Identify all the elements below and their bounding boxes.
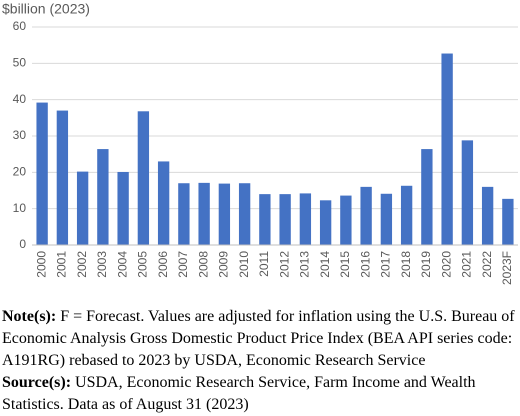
x-tick-label: 2022 [480, 251, 494, 278]
y-tick-label: 50 [13, 56, 27, 70]
x-tick-label: 2017 [379, 251, 393, 278]
bar [117, 171, 129, 245]
x-tick-label: 2006 [156, 251, 170, 278]
bar [137, 111, 150, 245]
x-tick-label: 2013 [298, 251, 312, 278]
x-tick-label: 2012 [277, 251, 291, 278]
y-tick-label: 10 [13, 201, 27, 215]
bar [259, 194, 271, 245]
bar [56, 110, 69, 245]
x-tick-label: 2001 [55, 251, 69, 278]
x-tick-label: 2015 [338, 251, 352, 278]
source-label: Source(s): [2, 374, 72, 391]
x-tick-label: 2021 [460, 251, 474, 278]
bar [218, 183, 231, 245]
bar [461, 140, 474, 245]
bar [319, 200, 332, 245]
y-tick-label: 0 [19, 237, 26, 251]
source: Source(s): USDA, Economic Research Servi… [2, 372, 518, 416]
note-text: F = Forecast. Values are adjusted for in… [2, 308, 515, 369]
note: Note(s): F = Forecast. Values are adjust… [2, 306, 518, 372]
bar [178, 183, 190, 245]
x-tick-label: 2005 [136, 251, 150, 278]
bar [299, 193, 312, 245]
bar [238, 183, 251, 245]
bar [76, 171, 89, 245]
x-tick-label: 2007 [176, 251, 190, 278]
bar [36, 102, 48, 245]
x-tick-label: 2016 [358, 251, 372, 278]
bar [360, 186, 372, 245]
bar [97, 149, 109, 245]
y-tick-label: 40 [13, 92, 27, 106]
bar [400, 185, 413, 245]
y-tick-label: 30 [13, 128, 27, 142]
x-tick-label: 2019 [419, 251, 433, 278]
x-tick-label: 2002 [75, 251, 89, 278]
x-tick-label: 2020 [439, 251, 453, 278]
x-tick-label: 2003 [95, 251, 109, 278]
y-tick-label: 60 [13, 19, 27, 33]
x-tick-label: 2011 [257, 251, 271, 277]
x-tick-label: 2014 [318, 251, 332, 278]
bar [198, 182, 210, 245]
bar [380, 193, 393, 245]
source-text: USDA, Economic Research Service, Farm In… [2, 374, 476, 413]
note-label: Note(s): [2, 308, 57, 325]
x-tick-label: 2004 [115, 251, 129, 278]
x-tick-label: 2018 [399, 251, 413, 278]
bar [157, 161, 170, 245]
notes: Note(s): F = Forecast. Values are adjust… [2, 306, 518, 416]
x-tick-label: 2010 [237, 251, 251, 278]
x-tick-label: 2008 [196, 251, 210, 278]
y-tick-label: 20 [13, 165, 27, 179]
y-axis-label: $billion (2023) [2, 1, 90, 17]
x-tick-label: 2000 [34, 251, 48, 278]
bar [340, 195, 352, 245]
chart: $billion (2023) 0 10 20 30 40 50 60 2000 2001 200… [2, 1, 518, 285]
x-tick-label: 2009 [217, 251, 231, 278]
bar [421, 149, 433, 245]
bar [279, 194, 291, 245]
bar [441, 53, 453, 246]
bar [481, 186, 494, 245]
bar [502, 198, 514, 245]
x-tick-label: 2023F [500, 251, 514, 285]
